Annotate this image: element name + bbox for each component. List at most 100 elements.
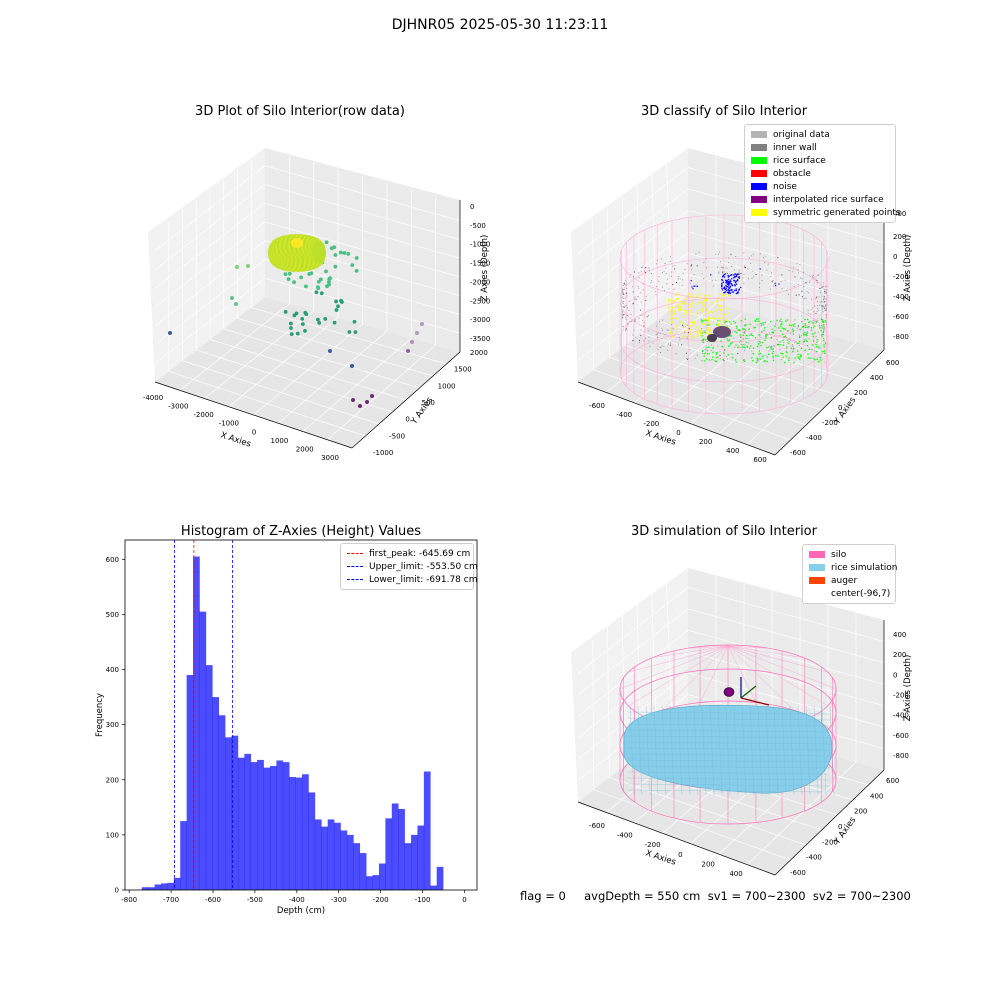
classify3d-inner-wall-pt bbox=[726, 358, 728, 360]
classify3d-grid bbox=[577, 188, 689, 276]
classify3d-rice-pt bbox=[735, 331, 738, 334]
classify3d-symmetric-pt bbox=[675, 294, 678, 296]
raw3d-point bbox=[307, 272, 312, 276]
classify3d-rice-pt bbox=[764, 335, 767, 337]
classify3d-symmetric-pt bbox=[725, 293, 727, 295]
classify3d-inner-wall-pt bbox=[640, 314, 642, 316]
classify3d-rice-pt bbox=[803, 334, 805, 336]
classify3d-inner-wall-pt bbox=[682, 324, 684, 326]
classify3d-inner-wall-pt bbox=[661, 258, 663, 260]
classify3d-symmetric-pt bbox=[680, 332, 683, 334]
simulation3d-xtick-tick: 400 bbox=[729, 870, 742, 878]
simulation3d-ztick-tick: -800 bbox=[893, 752, 909, 760]
classify3d-rice-pt bbox=[814, 359, 816, 361]
classify3d-symmetric-pt bbox=[670, 309, 672, 311]
classify3d-inner-wall-pt bbox=[657, 259, 659, 261]
classify3d-rice-pt bbox=[702, 319, 704, 322]
classify3d-noise-pt bbox=[729, 279, 731, 281]
classify3d-inner-wall-pt bbox=[825, 309, 827, 311]
histogram-bar bbox=[321, 826, 328, 890]
legend-label: interpolated rice surface bbox=[773, 194, 884, 205]
classify3d-inner-wall-pt bbox=[633, 329, 635, 331]
classify3d-rice-pt bbox=[819, 327, 821, 329]
classify3d-rice-pt bbox=[823, 344, 825, 346]
classify3d-inner-wall-pt bbox=[689, 348, 691, 350]
classify3d-inner-wall-pt bbox=[825, 308, 827, 310]
classify3d-symmetric-pt bbox=[703, 319, 705, 321]
classify3d-inner-wall-pt bbox=[801, 315, 803, 317]
simulation3d-rice-mesh bbox=[627, 777, 831, 781]
classify3d-noise-pt bbox=[731, 284, 734, 287]
classify3d-inner-wall-pt bbox=[640, 335, 642, 337]
classify3d-symmetric-pt bbox=[671, 335, 674, 338]
raw3d-point bbox=[365, 400, 369, 404]
classify3d-grid bbox=[625, 344, 822, 411]
classify3d-inner-wall-pt bbox=[660, 351, 662, 353]
classify3d-rice-pt bbox=[723, 352, 725, 354]
classify3d-rice-pt bbox=[805, 334, 808, 337]
classify3d-legend-item: obstacle bbox=[751, 167, 889, 180]
classify3d-inner-wall-pt bbox=[787, 293, 789, 295]
classify3d-inner-wall-pt bbox=[638, 317, 640, 319]
classify3d-noise-pt bbox=[735, 292, 738, 295]
raw3d-point bbox=[317, 320, 322, 325]
classify3d-ztick-tick: -800 bbox=[893, 333, 909, 341]
classify3d-inner-wall-pt bbox=[747, 277, 749, 279]
classify3d-inner-wall-pt bbox=[667, 278, 669, 280]
classify3d-rice-pt bbox=[759, 358, 762, 360]
classify3d-inner-wall-pt bbox=[647, 315, 649, 317]
classify3d-inner-wall-pt bbox=[810, 313, 812, 315]
classify3d-symmetric-pt bbox=[722, 316, 724, 319]
classify3d-inner-wall-pt bbox=[676, 281, 678, 283]
raw3d-ytick-tick: 0 bbox=[405, 416, 409, 424]
classify3d-inner-wall-pt bbox=[633, 321, 635, 323]
classify3d-rice-pt bbox=[758, 333, 760, 336]
classify3d-symmetric-pt bbox=[689, 295, 692, 298]
classify3d-xtick-tick: -600 bbox=[589, 402, 605, 410]
raw3d-xtick-tick: -1000 bbox=[219, 420, 239, 428]
classify3d-inner-wall-pt bbox=[809, 281, 811, 283]
simulation3d-rice-mesh bbox=[627, 729, 831, 733]
classify3d-rice-pt bbox=[712, 351, 714, 354]
classify3d-noise-pt bbox=[724, 286, 726, 288]
raw3d-ytick-tick: 1500 bbox=[454, 366, 472, 374]
histogram-bar bbox=[269, 765, 277, 890]
classify3d-noise-pt bbox=[730, 274, 732, 277]
classify3d-inner-wall-pt bbox=[705, 257, 707, 259]
classify3d-inner-wall-pt bbox=[645, 295, 647, 297]
classify3d-symmetric-pt bbox=[695, 303, 698, 305]
classify3d-symmetric-pt bbox=[674, 300, 676, 302]
classify3d-rice-pt bbox=[818, 347, 821, 349]
classify3d-symmetric-pt bbox=[671, 315, 673, 317]
classify3d-inner-wall-pt bbox=[661, 327, 663, 329]
classify3d-symmetric-pt bbox=[675, 298, 678, 300]
classify3d-inner-wall-pt bbox=[622, 317, 624, 319]
classify3d-symmetric-pt bbox=[704, 295, 706, 297]
classify3d-rice-pt bbox=[800, 356, 802, 358]
classify3d-rice-pt bbox=[810, 329, 813, 331]
classify3d-rice-pt bbox=[823, 339, 825, 342]
classify3d-inner-wall-pt bbox=[822, 320, 824, 322]
simulation3d-grid bbox=[592, 639, 595, 790]
simulation3d-silo-rib bbox=[619, 645, 729, 690]
classify3d-inner-wall-pt bbox=[679, 339, 681, 341]
classify3d-inner-wall-pt bbox=[702, 339, 704, 341]
legend-label: original data bbox=[773, 129, 830, 140]
classify3d-inner-wall-pt bbox=[635, 336, 637, 338]
classify3d-inner-wall-pt bbox=[623, 289, 625, 291]
legend-swatch bbox=[809, 590, 825, 597]
classify3d-inner-wall-pt bbox=[705, 352, 707, 354]
classify3d-inner-wall-pt bbox=[769, 288, 771, 290]
classify3d-inner-wall-pt bbox=[816, 296, 818, 298]
classify3d-inner-wall-pt bbox=[742, 338, 744, 340]
classify3d-inner-wall-pt bbox=[821, 305, 823, 307]
simulation3d-rice-mesh bbox=[627, 741, 831, 745]
classify3d-noise-pt bbox=[729, 292, 731, 294]
classify3d-inner-wall-pt bbox=[820, 327, 822, 329]
classify3d-rice-pt bbox=[812, 335, 814, 338]
histogram-bar bbox=[391, 803, 399, 890]
classify3d-symmetric-pt bbox=[669, 299, 671, 301]
classify3d-inner-wall-pt bbox=[821, 306, 823, 308]
classify3d-noise-pt bbox=[733, 284, 736, 286]
histogram-bar bbox=[359, 853, 367, 890]
